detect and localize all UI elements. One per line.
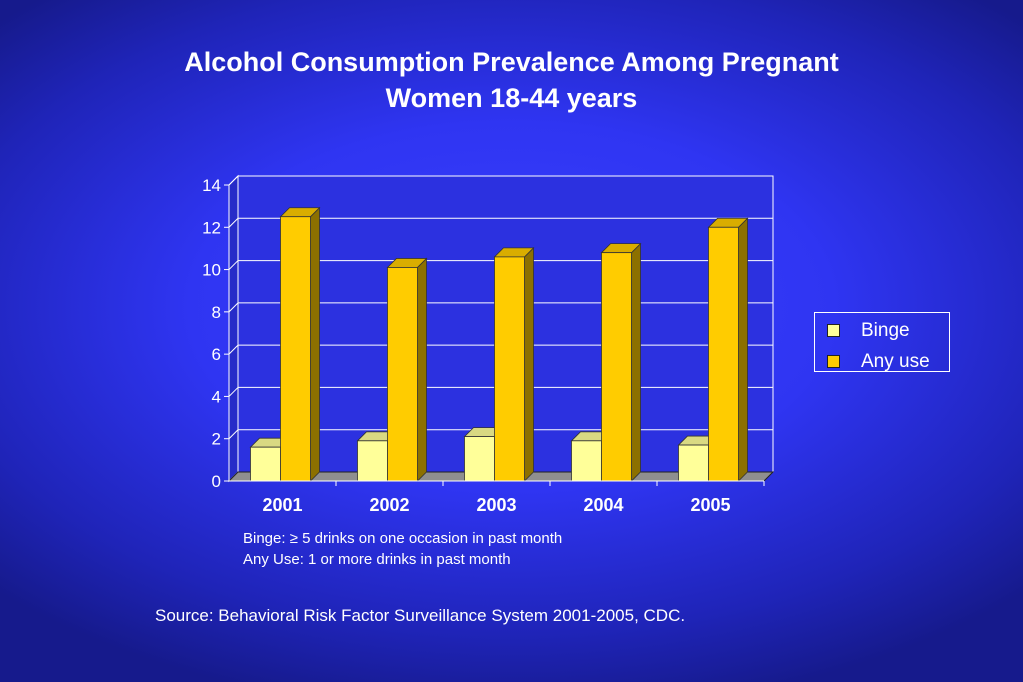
bar-front bbox=[494, 256, 525, 482]
chart-title-line-1: Alcohol Consumption Prevalence Among Pre… bbox=[184, 47, 839, 77]
chart-legend: Binge Any use bbox=[814, 312, 950, 372]
bar-front bbox=[387, 267, 418, 482]
gridline-side bbox=[228, 429, 239, 440]
bar-front bbox=[464, 436, 495, 482]
bar-side bbox=[631, 242, 641, 482]
any-use-definition: Any Use: 1 or more drinks in past month bbox=[243, 551, 511, 568]
bar-front bbox=[708, 226, 739, 482]
y-tick-label: 10 bbox=[202, 261, 221, 280]
bar-side bbox=[524, 246, 534, 482]
bar-side bbox=[417, 257, 427, 482]
gridline-side bbox=[228, 260, 239, 270]
x-tick-label: 2003 bbox=[476, 495, 516, 515]
legend-swatch-any-use bbox=[827, 355, 840, 368]
bar-front bbox=[571, 440, 602, 482]
bar-side bbox=[310, 206, 320, 482]
x-tick-label: 2004 bbox=[583, 495, 623, 515]
legend-label-any-use: Any use bbox=[861, 351, 930, 372]
bar-front bbox=[357, 440, 388, 482]
y-tick-label: 6 bbox=[212, 345, 221, 364]
bar-side bbox=[738, 217, 748, 482]
legend-label-binge: Binge bbox=[861, 320, 910, 341]
x-tick-label: 2002 bbox=[369, 495, 409, 515]
gridline-side bbox=[228, 175, 239, 186]
gridline-side bbox=[228, 217, 239, 228]
source-citation: Source: Behavioral Risk Factor Surveilla… bbox=[155, 606, 686, 625]
legend-swatch-binge bbox=[827, 324, 840, 337]
bar-front bbox=[678, 444, 709, 482]
definitions-note: Binge: ≥ 5 drinks on one occasion in pas… bbox=[243, 528, 562, 570]
binge-definition: Binge: ≥ 5 drinks on one occasion in pas… bbox=[243, 530, 563, 547]
y-tick-label: 12 bbox=[202, 218, 221, 237]
bar-any-use-2002 bbox=[386, 257, 428, 482]
bar-any-use-2005 bbox=[707, 217, 749, 482]
gridline-side bbox=[228, 387, 239, 397]
bar-any-use-2001 bbox=[279, 206, 321, 482]
x-tick-label: 2001 bbox=[262, 495, 302, 515]
y-tick-label: 14 bbox=[202, 176, 221, 195]
bar-any-use-2004 bbox=[600, 242, 642, 482]
gridline-side bbox=[228, 302, 239, 313]
chart-title: Alcohol Consumption Prevalence Among Pre… bbox=[0, 44, 1023, 116]
y-tick-label: 4 bbox=[212, 387, 221, 406]
bar-front bbox=[250, 446, 281, 482]
bar-front bbox=[280, 216, 311, 482]
bar-any-use-2003 bbox=[493, 246, 535, 482]
y-tick-label: 0 bbox=[212, 472, 221, 491]
x-tick-label: 2005 bbox=[690, 495, 730, 515]
gridline-side bbox=[228, 344, 239, 355]
chart-title-line-2: Women 18-44 years bbox=[385, 83, 638, 113]
bar-front bbox=[601, 252, 632, 482]
y-tick-label: 8 bbox=[212, 303, 221, 322]
y-tick-label: 2 bbox=[212, 430, 221, 449]
plot-side-wall bbox=[228, 174, 239, 483]
